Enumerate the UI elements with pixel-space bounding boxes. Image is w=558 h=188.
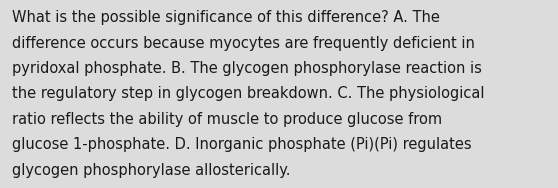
Text: ratio reflects the ability of muscle to produce glucose from: ratio reflects the ability of muscle to …	[12, 112, 442, 127]
Text: pyridoxal phosphate. B. The glycogen phosphorylase reaction is: pyridoxal phosphate. B. The glycogen pho…	[12, 61, 482, 76]
Text: What is the possible significance of this difference? A. The: What is the possible significance of thi…	[12, 10, 440, 25]
Text: glycogen phosphorylase allosterically.: glycogen phosphorylase allosterically.	[12, 163, 291, 178]
Text: difference occurs because myocytes are frequently deficient in: difference occurs because myocytes are f…	[12, 36, 475, 51]
Text: glucose 1-phosphate. D. Inorganic phosphate (Pi)(Pi) regulates: glucose 1-phosphate. D. Inorganic phosph…	[12, 137, 472, 152]
Text: the regulatory step in glycogen breakdown. C. The physiological: the regulatory step in glycogen breakdow…	[12, 86, 485, 102]
